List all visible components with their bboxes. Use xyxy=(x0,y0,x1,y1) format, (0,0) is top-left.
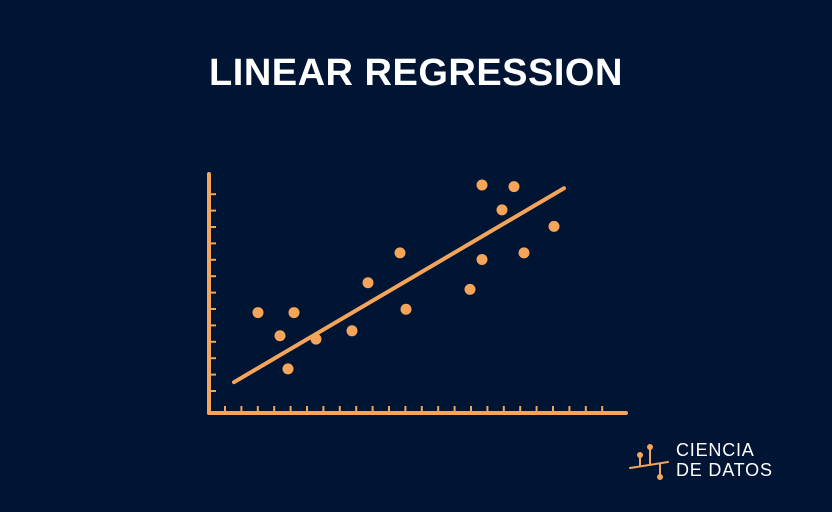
data-point xyxy=(362,277,374,289)
data-point xyxy=(476,179,488,191)
data-point xyxy=(310,333,322,345)
data-point xyxy=(548,220,560,232)
brand-line-2: DE DATOS xyxy=(676,460,773,480)
data-point xyxy=(282,363,294,375)
brand-line-1: CIENCIA xyxy=(676,440,755,460)
regression-line xyxy=(232,186,566,385)
data-science-logo-icon xyxy=(629,444,669,480)
data-point xyxy=(252,307,264,319)
data-point xyxy=(346,325,358,337)
data-point xyxy=(476,254,488,266)
axis-ticks xyxy=(209,193,604,413)
data-point xyxy=(518,247,530,259)
chart-title: LINEAR REGRESSION xyxy=(209,52,623,94)
brand-logo: CIENCIA DE DATOS xyxy=(628,440,808,484)
data-point xyxy=(274,330,286,342)
data-point xyxy=(394,247,406,259)
chart-axes xyxy=(207,172,628,415)
data-point xyxy=(496,204,508,216)
regression-line-group xyxy=(232,186,566,385)
data-point xyxy=(508,181,520,193)
data-points xyxy=(252,179,560,375)
data-point xyxy=(400,303,412,315)
brand-name: CIENCIA DE DATOS xyxy=(676,440,773,480)
data-point xyxy=(464,283,476,295)
data-point xyxy=(288,307,300,319)
